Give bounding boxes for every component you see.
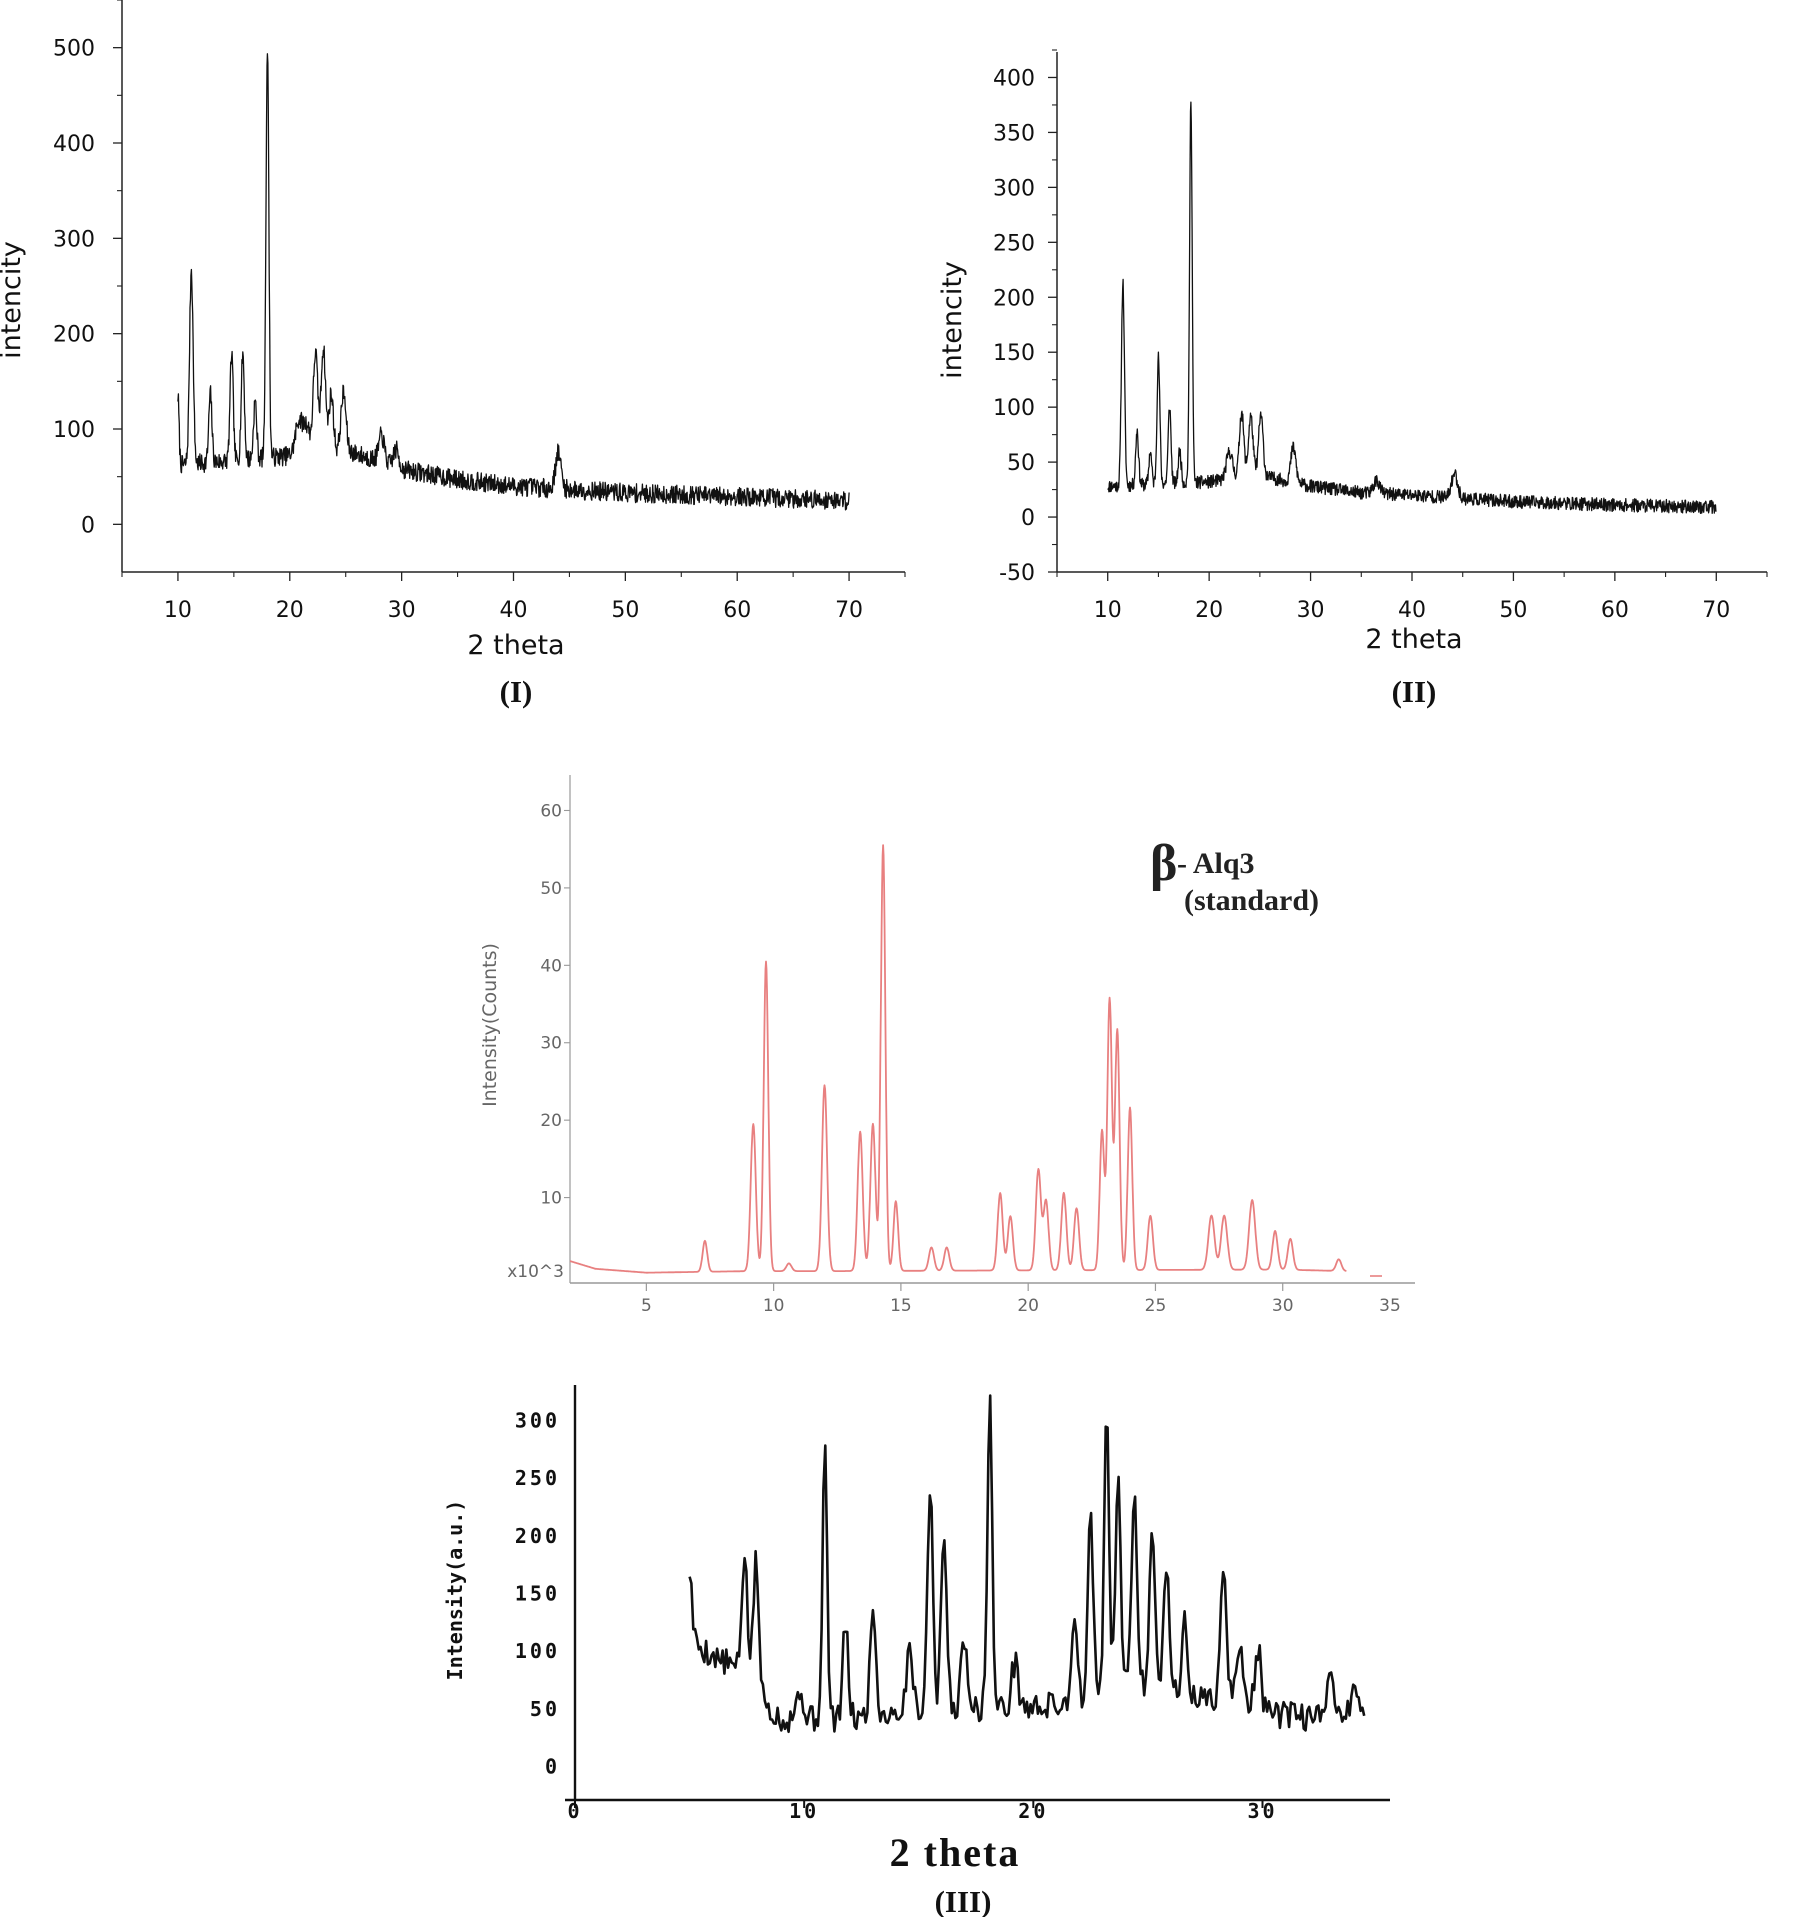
x-tick-label: 20 bbox=[1017, 1296, 1039, 1316]
y-tick-label: 50 bbox=[540, 879, 562, 899]
x-tick-label: 30 bbox=[1297, 598, 1325, 623]
x-tick-label: 50 bbox=[1499, 598, 1527, 623]
beta-symbol: β bbox=[1150, 835, 1177, 892]
x-tick-label: 10 bbox=[164, 598, 192, 623]
y-tick-label: 150 bbox=[515, 1582, 560, 1606]
y-tick-label: 250 bbox=[515, 1466, 560, 1490]
plot-III-top-ylabel: Intensity(Counts) bbox=[479, 943, 501, 1107]
x-tick-label: 70 bbox=[1702, 598, 1730, 623]
y-tick-label: 300 bbox=[993, 176, 1035, 201]
y-tick-label: 0 bbox=[545, 1754, 560, 1778]
series-line bbox=[1107, 101, 1717, 514]
x-tick-label: 20 bbox=[1195, 598, 1223, 623]
x-tick-label: 40 bbox=[500, 598, 528, 623]
x-tick-label: 20 bbox=[276, 598, 304, 623]
y-tick-label: 500 bbox=[53, 37, 95, 62]
annotation-alq3: - Alq3 bbox=[1177, 847, 1255, 880]
plot-III-bottom-ylabel: Intensity(a.u.) bbox=[443, 1500, 467, 1681]
x-tick-label: 40 bbox=[1398, 598, 1426, 623]
y-tick-label: 300 bbox=[53, 227, 95, 252]
y-tick-label: 400 bbox=[993, 66, 1035, 91]
annotation-standard: (standard) bbox=[1184, 884, 1319, 917]
y-tick-label: 100 bbox=[515, 1639, 560, 1663]
xrd-plot-III: Intensity(a.u.) 2 theta (III) 0 10 20 30050… bbox=[443, 1385, 1390, 1917]
y-tick-label: 100 bbox=[993, 396, 1035, 421]
x-tick-label: 70 bbox=[835, 598, 863, 623]
y-tick-label: 30 bbox=[540, 1034, 562, 1054]
plot-II-caption: (II) bbox=[1392, 674, 1437, 709]
plot-I-xlabel: 2 theta bbox=[467, 630, 564, 661]
x-tick-label: 60 bbox=[723, 598, 751, 623]
y-tick-label: 200 bbox=[993, 286, 1035, 311]
y-tick-label: 350 bbox=[993, 121, 1035, 146]
x-tick-label: 5 bbox=[641, 1296, 652, 1316]
y-tick-label: -50 bbox=[999, 561, 1035, 586]
series-line bbox=[688, 1394, 1366, 1734]
x-tick-label: 25 bbox=[1145, 1296, 1167, 1316]
x-tick-label: 30 bbox=[1247, 1799, 1277, 1823]
y-tick-label: 40 bbox=[540, 956, 562, 976]
x-tick-label: 60 bbox=[1601, 598, 1629, 623]
plot-III-top-xtick-extra: 35 bbox=[1379, 1296, 1401, 1316]
x-tick-label: 50 bbox=[611, 598, 639, 623]
y-tick-label: 20 bbox=[540, 1111, 562, 1131]
y-tick-label: 50 bbox=[1007, 451, 1035, 476]
plot-I-caption: (I) bbox=[500, 674, 533, 709]
xrd-plot-I: intencity 2 theta (I) 10 20 30 40 50 60 70 0 100… bbox=[0, 0, 906, 709]
plot-III-caption: (III) bbox=[935, 1884, 992, 1917]
x-tick-label: 20 bbox=[1018, 1799, 1048, 1823]
x-tick-label: 30 bbox=[1272, 1296, 1294, 1316]
y-tick-label: 100 bbox=[53, 418, 95, 443]
y-tick-label: 400 bbox=[53, 132, 95, 157]
x-tick-label: 10 bbox=[789, 1799, 819, 1823]
x-tick-label: 10 bbox=[763, 1296, 785, 1316]
plot-II-ylabel: intencity bbox=[937, 261, 968, 379]
y-tick-label: 60 bbox=[540, 801, 562, 821]
plot-III-bottom-xlabel: 2 theta bbox=[890, 1830, 1021, 1875]
plot-II-xlabel: 2 theta bbox=[1365, 624, 1462, 655]
series-line bbox=[569, 844, 1347, 1274]
y-tick-label: 0 bbox=[81, 513, 95, 538]
plot-I-ylabel: intencity bbox=[0, 241, 27, 359]
y-tick-label: 200 bbox=[53, 323, 95, 348]
x-tick-label: 30 bbox=[388, 598, 416, 623]
y-tick-label: 250 bbox=[993, 231, 1035, 256]
xrd-plot-standard: Intensity(Counts) β - Alq3 (standard) x1… bbox=[479, 775, 1415, 1316]
x-tick-label: 15 bbox=[890, 1296, 912, 1316]
x-tick-label: 10 bbox=[1094, 598, 1122, 623]
xrd-plot-II: intencity 2 theta (II) 10 20 30 40 50 60 70 -50… bbox=[937, 49, 1768, 709]
x-tick-label: 0 bbox=[567, 1799, 582, 1823]
y-tick-label: 0 bbox=[1021, 506, 1035, 531]
y-tick-label: 300 bbox=[515, 1409, 560, 1433]
plot-III-top-yunit: x10^3 bbox=[507, 1262, 564, 1282]
y-tick-label: 150 bbox=[993, 341, 1035, 366]
y-tick-label: 10 bbox=[540, 1189, 562, 1209]
y-tick-label: 200 bbox=[515, 1524, 560, 1548]
series-line bbox=[177, 53, 850, 511]
y-tick-label: 50 bbox=[530, 1697, 560, 1721]
